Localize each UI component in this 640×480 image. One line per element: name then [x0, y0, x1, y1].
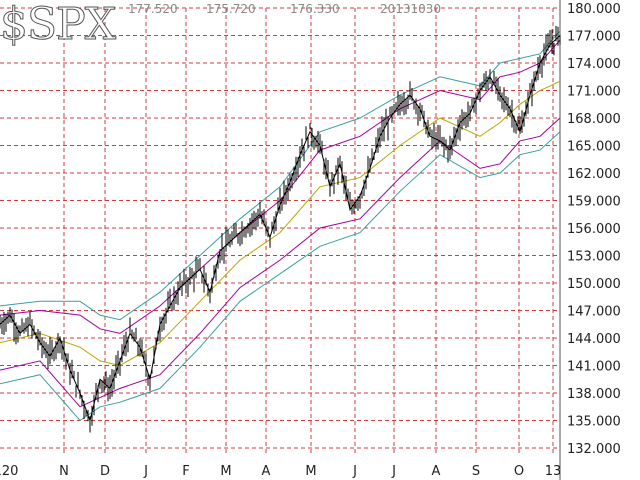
x-axis: 120 N D J F M A M J J A S O 13 — [0, 464, 561, 479]
series-band_inner_lower — [0, 117, 561, 408]
x-tick-label: F — [182, 464, 189, 479]
y-tick-label: 177.000 — [567, 30, 621, 45]
y-tick-label: 150.000 — [567, 277, 621, 292]
x-tick-label: 13 — [545, 464, 562, 479]
y-tick-label: 174.000 — [567, 57, 621, 72]
header-high: 177.520 — [128, 2, 178, 16]
series-band_inner_upper — [0, 39, 561, 334]
grid-layer — [0, 0, 561, 480]
y-tick-label: 144.000 — [567, 332, 621, 347]
y-tick-label: 168.000 — [567, 112, 621, 127]
y-tick-label: 138.000 — [567, 387, 621, 402]
x-tick-label: O — [514, 464, 524, 479]
y-tick-label: 147.000 — [567, 305, 621, 320]
header-date: 20131030 — [380, 2, 442, 16]
y-tick-label: 153.000 — [567, 250, 621, 265]
x-tick-label: J — [391, 464, 396, 479]
series-band_outer_lower — [0, 131, 561, 422]
x-tick-label: 120 — [0, 464, 18, 479]
x-tick-label: A — [262, 464, 271, 479]
y-tick-label: 141.000 — [567, 360, 621, 375]
symbol-title: $SPX — [0, 0, 117, 50]
y-tick-label: 156.000 — [567, 222, 621, 237]
x-tick-label: J — [352, 464, 357, 479]
y-axis: 132.000 135.000 138.000 141.000 144.000 147.0… — [567, 2, 621, 457]
price-layer — [0, 25, 561, 433]
header-close: 176.330 — [290, 2, 340, 16]
y-tick-label: 171.000 — [567, 85, 621, 100]
y-tick-label: 132.000 — [567, 442, 621, 457]
x-tick-label: S — [472, 464, 480, 479]
y-tick-label: 135.000 — [567, 415, 621, 430]
y-tick-label: 162.000 — [567, 167, 621, 182]
x-tick-label: M — [220, 464, 231, 479]
x-tick-label: J — [143, 464, 148, 479]
price-line — [0, 35, 561, 423]
y-tick-label: 165.000 — [567, 140, 621, 155]
x-tick-label: A — [432, 464, 441, 479]
x-tick-label: M — [305, 464, 316, 479]
x-tick-label: N — [59, 464, 69, 479]
y-tick-label: 180.000 — [567, 2, 621, 17]
series-ma — [0, 80, 561, 367]
x-tick-label: D — [100, 464, 110, 479]
header-low: 175.720 — [206, 2, 256, 16]
y-tick-label: 159.000 — [567, 195, 621, 210]
